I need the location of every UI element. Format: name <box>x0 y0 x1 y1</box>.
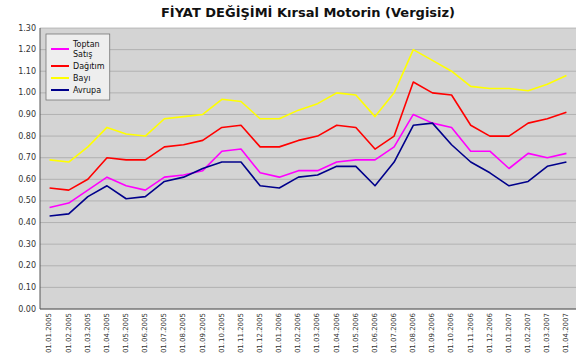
y-tick-label: 0.50 <box>18 196 36 205</box>
x-tick-label: 01.07.2006 <box>390 312 398 353</box>
legend-label: Bayı <box>73 74 90 83</box>
x-tick-label: 01.06.2006 <box>371 312 379 353</box>
grid-line <box>40 71 576 72</box>
y-tick-label: 1.00 <box>18 88 36 97</box>
x-tick-label: 01.01.2006 <box>275 312 283 353</box>
series-line <box>50 123 567 216</box>
grid-line <box>40 265 576 266</box>
x-tick-label: 01.03.2007 <box>543 313 551 353</box>
legend-swatch <box>51 77 69 79</box>
legend-label: ToptanSatış <box>72 40 100 59</box>
y-tick-label: 0.70 <box>18 153 36 162</box>
legend-swatch <box>51 65 69 67</box>
series-line <box>50 50 567 162</box>
x-tick-label: 01.10.2005 <box>218 313 226 353</box>
grid-line <box>40 179 576 180</box>
chart: 0.00 0.10 0.20 0.30 0.40 0.50 0.60 0.70 0.80 0.90… <box>0 0 586 359</box>
y-tick-label: 0.10 <box>18 283 36 292</box>
x-tick-label: 01.07.2005 <box>160 313 168 353</box>
x-tick-label: 01.11.2005 <box>237 313 245 353</box>
series-line <box>50 82 567 190</box>
y-tick-label: 0.80 <box>18 132 36 141</box>
y-tick-label: 1.30 <box>18 24 36 33</box>
x-tick-label: 01.04.2005 <box>103 313 111 353</box>
x-tick-label: 01.02.2007 <box>524 313 532 353</box>
x-tick-label: 01.05.2005 <box>122 313 130 353</box>
x-tick-label: 01.01.2007 <box>505 313 513 353</box>
x-axis-line <box>40 309 576 310</box>
legend-box <box>46 34 110 100</box>
y-tick-label: 1.10 <box>18 67 36 76</box>
x-tick-label: 01.10.2006 <box>447 312 455 353</box>
series-line <box>50 114 567 207</box>
legend-swatch <box>51 89 69 91</box>
grid-line <box>40 244 576 245</box>
y-tick-label: 1.20 <box>18 45 36 54</box>
grid-line <box>40 287 576 288</box>
x-tick-label: 01.12.2006 <box>486 312 494 353</box>
x-tick-label: 01.05.2006 <box>352 312 360 353</box>
grid-line <box>40 309 576 310</box>
grid <box>40 28 576 309</box>
y-tick-label: 0.00 <box>18 305 36 314</box>
grid-line <box>40 200 576 201</box>
lines <box>50 50 567 216</box>
x-tick-label: 01.02.2006 <box>294 312 302 353</box>
grid-line <box>40 49 576 50</box>
y-tick-label: 0.30 <box>18 240 36 249</box>
x-tick-label: 01.02.2005 <box>65 313 73 353</box>
x-tick-label: 01.04.2007 <box>562 313 570 353</box>
y-axis: 0.00 0.10 0.20 0.30 0.40 0.50 0.60 0.70 0.80 0.90… <box>18 24 40 314</box>
y-tick-label: 0.20 <box>18 261 36 270</box>
grid-line <box>40 28 576 29</box>
x-tick-label: 01.09.2006 <box>428 312 436 353</box>
legend-label: Avrupa <box>73 86 101 95</box>
x-tick-label: 01.08.2006 <box>409 312 417 353</box>
grid-line <box>40 114 576 115</box>
y-axis-line <box>40 28 41 309</box>
y-tick-label: 0.40 <box>18 218 36 227</box>
chart-title: FİYAT DEĞİŞİMİ Kırsal Motorin (Vergisiz) <box>161 5 455 20</box>
x-tick-label: 01.03.2006 <box>313 312 321 353</box>
x-tick-label: 01.04.2006 <box>333 312 341 353</box>
x-tick-label: 01.11.2006 <box>467 312 475 353</box>
chart-container: 0.00 0.10 0.20 0.30 0.40 0.50 0.60 0.70 0.80 0.90… <box>0 0 586 359</box>
legend: ToptanSatış Dağıtım Bayı Avrupa <box>46 34 110 100</box>
x-tick-label: 01.03.2005 <box>84 313 92 353</box>
grid-line <box>40 92 576 93</box>
legend-swatch <box>51 48 69 50</box>
x-tick-label: 01.08.2005 <box>179 313 187 353</box>
y-tick-label: 0.60 <box>18 175 36 184</box>
x-tick-label: 01.06.2005 <box>141 313 149 353</box>
plot-background <box>40 28 576 309</box>
y-tick-label: 0.90 <box>18 110 36 119</box>
grid-line <box>40 222 576 223</box>
x-tick-label: 01.12.2005 <box>256 313 264 353</box>
legend-label: Dağıtım <box>73 62 105 71</box>
x-axis: 01.01.2005 01.02.2005 01.03.2005 01.04.2005… <box>40 309 576 353</box>
x-tick-label: 01.01.2005 <box>45 313 53 353</box>
x-tick-label: 01.09.2005 <box>199 313 207 353</box>
